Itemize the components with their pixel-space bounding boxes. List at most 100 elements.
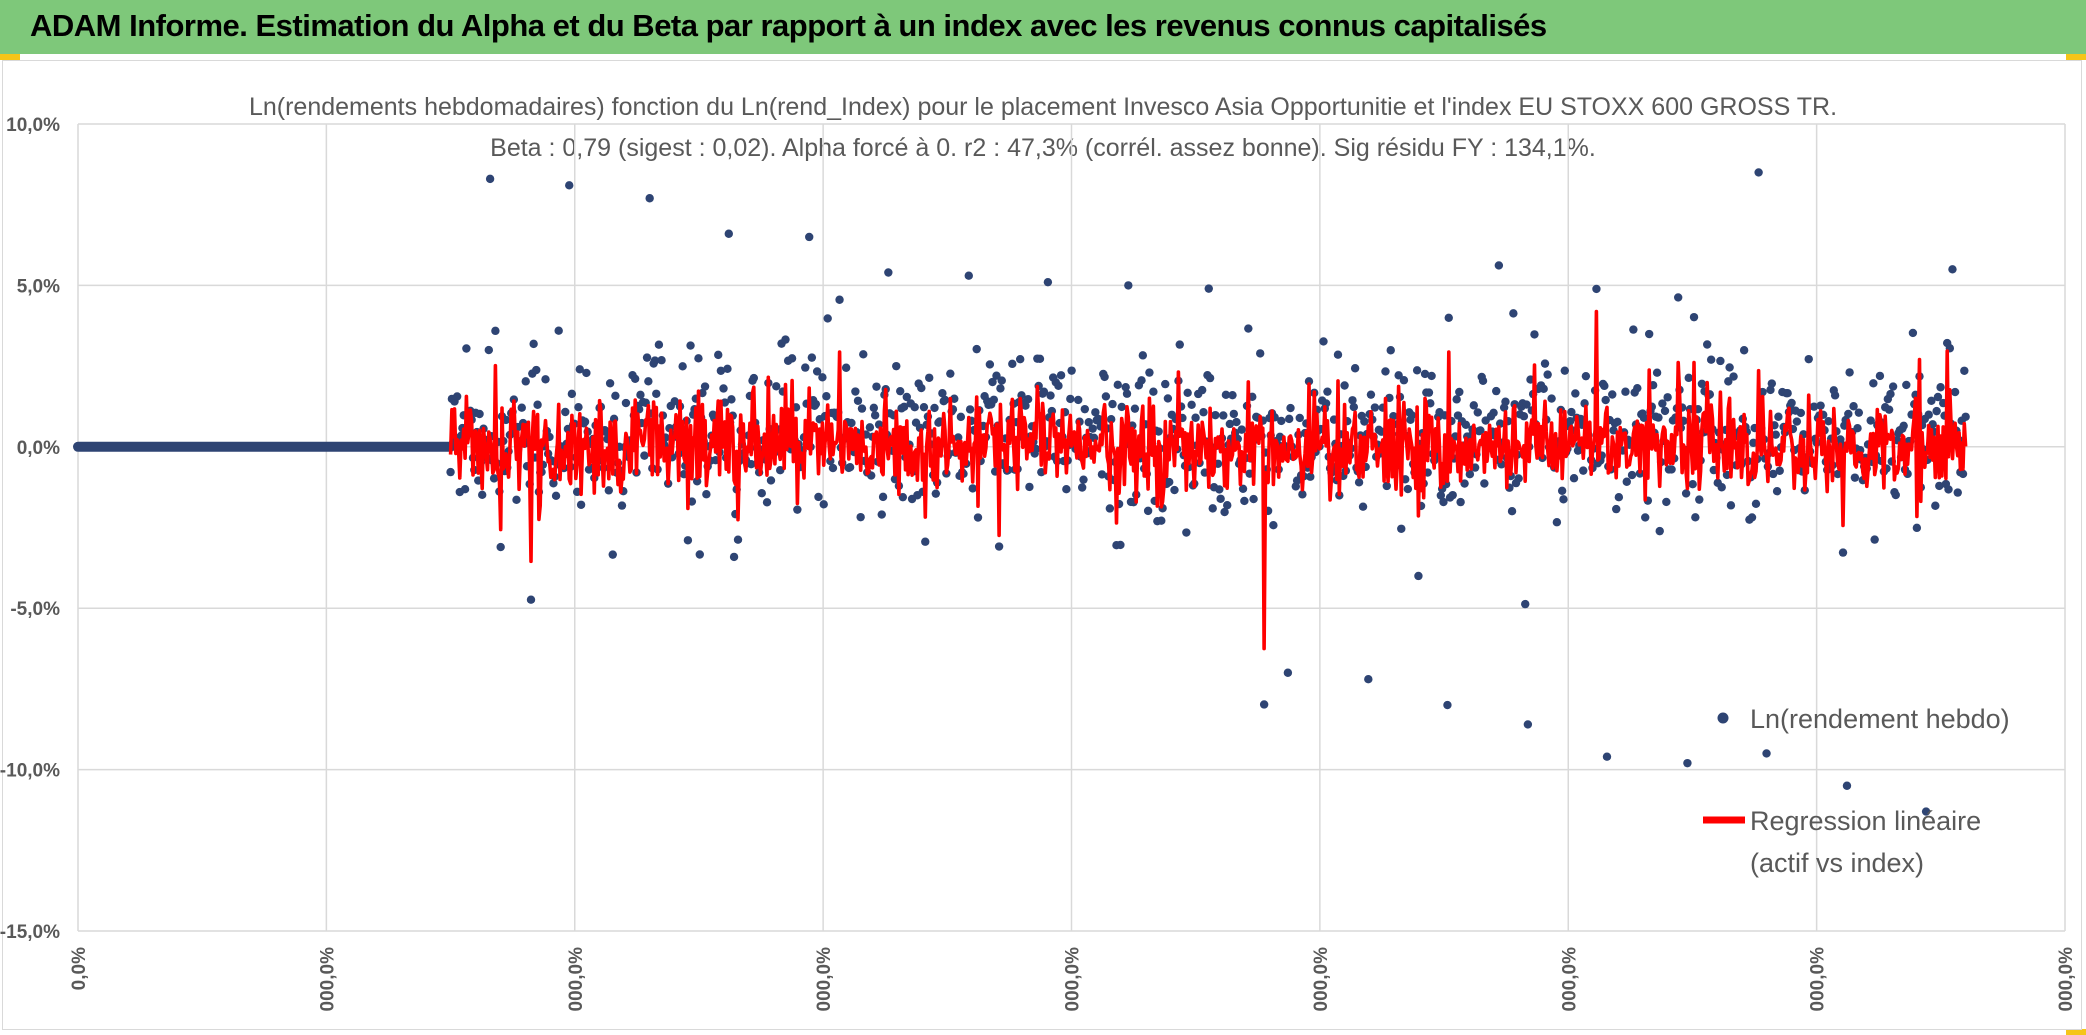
scatter-point xyxy=(776,465,785,475)
scatter-point xyxy=(1629,325,1638,334)
scatter-point xyxy=(921,537,930,546)
scatter-point xyxy=(841,363,851,372)
scatter-point xyxy=(1165,477,1174,487)
scatter-point xyxy=(1370,403,1380,412)
scatter-point xyxy=(1306,472,1315,481)
scatter-point xyxy=(1924,410,1933,419)
scatter-point xyxy=(1658,399,1667,408)
scatter-point xyxy=(1381,367,1390,376)
scatter-point xyxy=(1891,490,1900,500)
scatter-point xyxy=(1286,403,1295,413)
corner-marker-right xyxy=(2066,54,2086,60)
scatter-point xyxy=(1609,426,1618,435)
scatter-point xyxy=(1961,412,1970,421)
scatter-point xyxy=(1113,380,1122,390)
scatter-point xyxy=(1854,408,1864,417)
scatter-point xyxy=(1424,388,1434,397)
scatter-point xyxy=(1091,408,1100,417)
scatter-point xyxy=(1211,410,1220,420)
scatter-point xyxy=(1824,416,1833,426)
scatter-point xyxy=(1581,371,1591,381)
scatter-point xyxy=(851,387,860,396)
scatter-point xyxy=(1689,312,1699,322)
scatter-point xyxy=(1936,383,1945,392)
scatter-point xyxy=(1849,402,1858,411)
scatter-point xyxy=(1601,395,1610,405)
scatter-point xyxy=(1489,408,1498,418)
scatter-point xyxy=(1928,420,1937,429)
scatter-point xyxy=(1592,284,1601,294)
scatter-point xyxy=(811,399,821,409)
scatter-point xyxy=(1354,478,1364,487)
scatter-point xyxy=(1774,412,1783,421)
scatter-point xyxy=(1622,477,1631,486)
scatter-point xyxy=(1106,415,1116,424)
scatter-point xyxy=(496,542,505,552)
scatter-point xyxy=(1204,284,1213,293)
scatter-point xyxy=(724,229,733,238)
scatter-point xyxy=(1796,408,1806,418)
scatter-point xyxy=(642,353,652,362)
scatter-point xyxy=(1285,414,1294,424)
scatter-point xyxy=(636,390,645,400)
scatter-point xyxy=(1663,393,1672,402)
scatter-point xyxy=(630,374,640,384)
scatter-point xyxy=(954,433,963,442)
scatter-point xyxy=(1295,413,1304,423)
scatter-point xyxy=(640,451,649,460)
scatter-point xyxy=(1056,371,1066,380)
scatter-point xyxy=(604,486,613,495)
scatter-point xyxy=(541,375,550,384)
scatter-point xyxy=(1101,392,1111,401)
scatter-point xyxy=(512,495,521,505)
scatter-point xyxy=(823,314,832,323)
scatter-point xyxy=(1478,376,1488,386)
scatter-point xyxy=(723,364,732,374)
scatter-point xyxy=(1771,430,1780,439)
scatter-point xyxy=(1600,381,1609,391)
scatter-point xyxy=(938,389,947,398)
scatter-point xyxy=(1673,293,1683,302)
scatter-point xyxy=(1469,401,1479,410)
scatter-point xyxy=(1054,381,1063,390)
scatter-point xyxy=(554,326,563,335)
scatter-point xyxy=(1655,526,1664,536)
x-tick-label: 000,0% xyxy=(566,947,587,1012)
scatter-point xyxy=(1830,391,1840,400)
scatter-point xyxy=(1117,402,1126,412)
scatter-point xyxy=(884,268,893,277)
scatter-point xyxy=(1869,379,1878,388)
scatter-point xyxy=(1348,396,1357,405)
scatter-point xyxy=(1067,366,1076,375)
scatter-point xyxy=(686,341,695,350)
scatter-point xyxy=(996,384,1005,393)
x-tick-label: 000,0% xyxy=(2056,947,2077,1012)
scatter-point xyxy=(1749,438,1758,448)
scatter-point xyxy=(1729,372,1738,381)
scatter-point xyxy=(1232,417,1241,427)
scatter-point xyxy=(1456,497,1465,507)
scatter-point xyxy=(1021,401,1030,410)
scatter-point xyxy=(1833,469,1842,479)
scatter-point xyxy=(1845,368,1854,377)
scatter-point xyxy=(1697,379,1707,389)
scatter-point xyxy=(973,513,983,522)
scatter-point xyxy=(930,403,939,413)
scatter-point xyxy=(1223,501,1232,510)
scatter-point xyxy=(1888,382,1898,391)
scatter-point xyxy=(877,510,886,519)
scatter-point xyxy=(683,536,693,545)
scatter-point xyxy=(994,542,1004,551)
scatter-point xyxy=(1565,416,1575,426)
scatter-point xyxy=(1522,400,1531,409)
scatter-point xyxy=(822,392,831,401)
scatter-point xyxy=(1319,337,1328,346)
scatter-point xyxy=(1420,369,1430,379)
scatter-point xyxy=(1579,466,1588,475)
scatter-point xyxy=(1654,413,1663,422)
scatter-point xyxy=(529,339,538,349)
scatter-point xyxy=(1514,474,1523,483)
scatter-point xyxy=(1766,385,1775,395)
scatter-point xyxy=(1627,470,1637,480)
scatter-point xyxy=(1641,513,1650,522)
